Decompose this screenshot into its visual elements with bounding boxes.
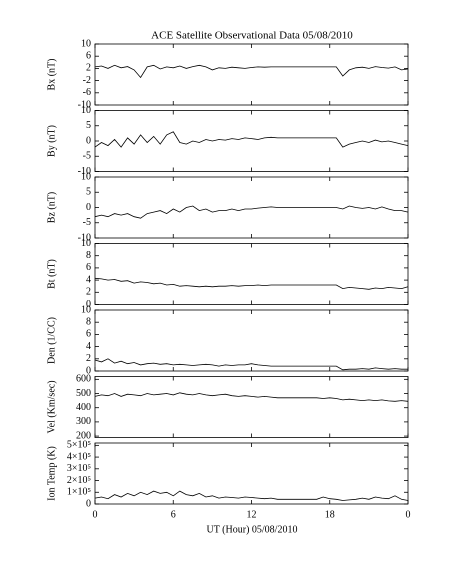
data-line [94, 490, 409, 501]
y-tick-label: 10 [81, 304, 91, 315]
y-tick-label: 4 [86, 341, 91, 352]
y-tick-label: 5×10⁵ [67, 440, 91, 451]
y-axis-label: Ion Temp (K) [46, 446, 57, 501]
data-line [94, 392, 409, 402]
y-tick-label: 6 [86, 329, 91, 340]
y-tick-label: 10 [81, 38, 91, 49]
y-tick-label: -6 [83, 87, 91, 98]
y-tick-label: 0 [86, 365, 91, 376]
y-tick-label: 4×10⁵ [67, 451, 91, 462]
y-tick-label: -2 [83, 75, 91, 86]
y-tick-label: 4 [86, 274, 91, 285]
panel-frame [94, 376, 409, 438]
x-tick-label: 18 [325, 509, 335, 520]
y-tick-label: 0 [86, 202, 91, 213]
data-line [94, 131, 409, 148]
panel-frame [94, 442, 409, 505]
y-tick-label: -10 [78, 99, 91, 110]
y-tick-label: -10 [78, 166, 91, 177]
y-tick-label: 0 [86, 498, 91, 509]
y-tick-label: 10 [81, 171, 91, 182]
y-tick-label: 200 [76, 430, 91, 441]
y-tick-label: 2 [86, 287, 91, 298]
panel-frame [94, 309, 409, 372]
y-axis-label: Bx (nT) [46, 59, 57, 91]
y-tick-label: 8 [86, 316, 91, 327]
y-tick-label: -5 [83, 217, 91, 228]
y-tick-label: 600 [76, 374, 91, 385]
x-tick-label: 6 [171, 509, 176, 520]
chart-title: ACE Satellite Observational Data 05/08/2… [151, 30, 353, 42]
data-line [94, 64, 409, 79]
data-line [94, 205, 409, 219]
data-line [94, 277, 409, 290]
y-tick-label: 5 [86, 120, 91, 131]
y-tick-label: 500 [76, 388, 91, 399]
panel-frame [94, 243, 409, 305]
x-axis-label: UT (Hour) 05/08/2010 [207, 524, 298, 535]
panel-frame [94, 176, 409, 239]
y-tick-label: 6 [86, 262, 91, 273]
x-tick-label: 0 [93, 509, 98, 520]
y-tick-label: 1×10⁵ [67, 487, 91, 498]
y-tick-label: -5 [83, 151, 91, 162]
y-tick-label: -10 [78, 232, 91, 243]
y-tick-label: 0 [86, 135, 91, 146]
y-tick-label: 300 [76, 416, 91, 427]
y-axis-label: By (nT) [46, 125, 57, 157]
y-axis-label: Bz (nT) [46, 192, 57, 223]
y-axis-label: Den (1/CC) [46, 317, 57, 364]
x-tick-label: 0 [406, 509, 411, 520]
data-line [94, 358, 408, 371]
y-tick-label: 10 [81, 238, 91, 249]
y-tick-label: 400 [76, 402, 91, 413]
y-tick-label: 2 [86, 353, 91, 364]
x-tick-label: 12 [247, 509, 257, 520]
y-tick-label: 5 [86, 187, 91, 198]
y-tick-label: 3×10⁵ [67, 463, 91, 474]
y-axis-label: Vel (Km/sec) [46, 380, 57, 433]
y-tick-label: 10 [81, 105, 91, 116]
y-tick-label: 0 [86, 299, 91, 310]
y-tick-label: 8 [86, 250, 91, 261]
y-axis-label: Bt (nT) [46, 259, 57, 289]
panel-frame [94, 43, 409, 106]
y-tick-label: 2×10⁵ [67, 475, 91, 486]
y-tick-label: 2 [86, 63, 91, 74]
y-tick-label: 6 [86, 50, 91, 61]
